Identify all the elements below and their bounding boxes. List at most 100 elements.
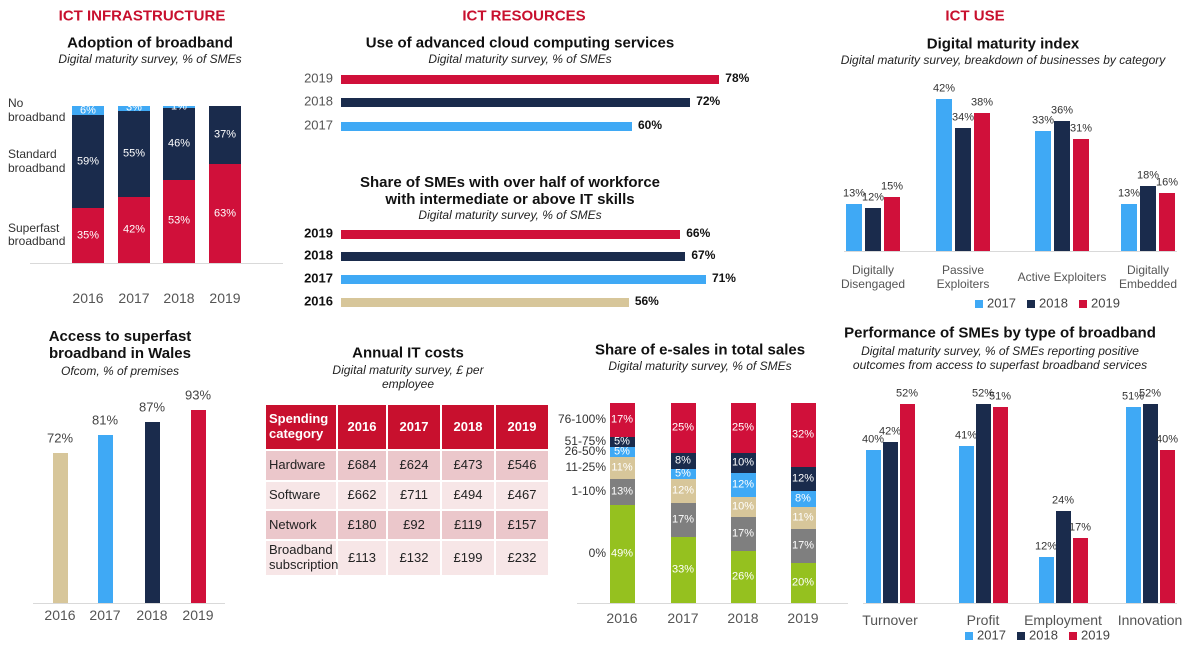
data-label: 66% bbox=[686, 226, 711, 241]
bar bbox=[958, 445, 974, 603]
bar-segment bbox=[730, 453, 756, 473]
data-label: 59% bbox=[76, 155, 100, 168]
data-label: 24% bbox=[1051, 494, 1075, 507]
bar bbox=[341, 297, 629, 307]
chart-subtitle: Digital maturity survey, % of SMEs bbox=[608, 359, 792, 374]
data-label: 78% bbox=[725, 71, 750, 86]
bar-segment bbox=[209, 106, 241, 165]
bar-segment bbox=[790, 467, 816, 491]
legend-swatch bbox=[1079, 300, 1087, 308]
data-label: 8% bbox=[795, 492, 811, 505]
data-label: 46% bbox=[167, 137, 191, 150]
data-label: 5% bbox=[675, 467, 691, 480]
table-cell: Hardware bbox=[266, 451, 336, 480]
bar bbox=[882, 441, 898, 603]
table-cell: £662 bbox=[338, 482, 386, 509]
series-label: 26-50% bbox=[564, 444, 606, 459]
data-label: 8% bbox=[675, 454, 691, 467]
data-label: 56% bbox=[634, 294, 659, 309]
table-cell: Software bbox=[266, 482, 336, 509]
data-label: 93% bbox=[184, 387, 212, 403]
x-tick-label: Innovation bbox=[1117, 611, 1183, 628]
chart-subtitle: Ofcom, % of premises bbox=[60, 364, 180, 379]
data-label: 34% bbox=[951, 111, 975, 124]
data-label: 40% bbox=[1155, 433, 1179, 446]
series-label: 51-75% bbox=[564, 434, 606, 449]
data-label: 11% bbox=[611, 461, 633, 474]
legend-label: 2019 bbox=[1081, 627, 1110, 643]
series-label: 76-100% bbox=[557, 412, 606, 427]
bar-segment bbox=[609, 457, 635, 479]
legend-label: 2017 bbox=[977, 627, 1006, 643]
axis-line bbox=[844, 251, 1177, 252]
axis-line bbox=[30, 263, 283, 264]
data-label: 10% bbox=[731, 456, 755, 469]
bar-segment bbox=[790, 529, 816, 563]
data-label: 52% bbox=[895, 387, 919, 400]
table-cell: £232 bbox=[496, 541, 548, 575]
data-label: 25% bbox=[731, 421, 755, 434]
table-cell: £624 bbox=[388, 451, 440, 480]
data-label: 12% bbox=[731, 478, 755, 491]
bar bbox=[936, 98, 952, 251]
bar bbox=[899, 403, 915, 603]
data-label: 51% bbox=[1121, 391, 1145, 404]
bar bbox=[341, 121, 632, 131]
bar-segment bbox=[118, 110, 150, 198]
table-subtitle: Digital maturity survey, £ per employee bbox=[332, 363, 484, 391]
table-cell: £467 bbox=[496, 482, 548, 509]
bar bbox=[144, 422, 160, 603]
y-tick-label: 2016 bbox=[304, 293, 333, 309]
legend-label: 2017 bbox=[987, 295, 1016, 311]
data-label: 33% bbox=[1031, 115, 1055, 128]
x-tick-label: 2019 bbox=[182, 606, 214, 623]
data-label: 3% bbox=[126, 102, 142, 115]
bar-segment bbox=[670, 479, 696, 503]
section-heading: ICT INFRASTRUCTURE bbox=[58, 7, 226, 25]
bar bbox=[1054, 120, 1070, 251]
y-tick-label: 2019 bbox=[304, 70, 333, 86]
chart-title: Use of advanced cloud computing services bbox=[365, 34, 675, 52]
y-tick-label: 2018 bbox=[304, 93, 333, 109]
data-label: 12% bbox=[861, 191, 885, 204]
x-tick-label: 2016 bbox=[72, 289, 104, 306]
bar bbox=[955, 127, 971, 251]
x-tick-label: Employment bbox=[1024, 611, 1102, 628]
data-label: 11% bbox=[792, 511, 814, 524]
data-label: 72% bbox=[696, 94, 721, 109]
bar-segment bbox=[790, 403, 816, 467]
series-label: 11-25% bbox=[565, 460, 606, 475]
data-label: 20% bbox=[791, 576, 815, 589]
bar-segment bbox=[163, 106, 195, 108]
data-label: 17% bbox=[671, 513, 695, 526]
y-tick-label: 2017 bbox=[304, 270, 333, 286]
data-label: 1% bbox=[171, 100, 187, 113]
x-tick-label: 2019 bbox=[209, 289, 241, 306]
bar bbox=[865, 207, 881, 251]
bar-segment bbox=[730, 551, 756, 603]
chart-title: Share of SMEs with over half of workforc… bbox=[359, 173, 661, 208]
bar-segment bbox=[118, 106, 150, 111]
bar-segment bbox=[209, 164, 241, 263]
bar bbox=[1038, 556, 1054, 603]
data-label: 18% bbox=[1136, 169, 1160, 182]
x-tick-label: Digitally Embedded bbox=[1118, 263, 1178, 291]
bar bbox=[1159, 193, 1175, 251]
data-label: 53% bbox=[167, 215, 191, 228]
data-label: 10% bbox=[731, 500, 755, 513]
bar-segment bbox=[730, 497, 756, 517]
bar-segment bbox=[118, 197, 150, 263]
data-label: 25% bbox=[671, 421, 695, 434]
table-cell: £119 bbox=[442, 511, 494, 539]
section-heading: ICT RESOURCES bbox=[462, 7, 586, 25]
bar-segment bbox=[730, 473, 756, 497]
bar-segment bbox=[72, 106, 104, 116]
bar bbox=[341, 229, 681, 239]
data-label: 17% bbox=[731, 527, 755, 540]
bar-segment bbox=[670, 503, 696, 537]
data-label: 38% bbox=[970, 97, 994, 110]
data-label: 37% bbox=[213, 128, 237, 141]
legend-swatch bbox=[1027, 300, 1035, 308]
x-tick-label: 2018 bbox=[163, 289, 195, 306]
data-label: 71% bbox=[711, 271, 736, 286]
